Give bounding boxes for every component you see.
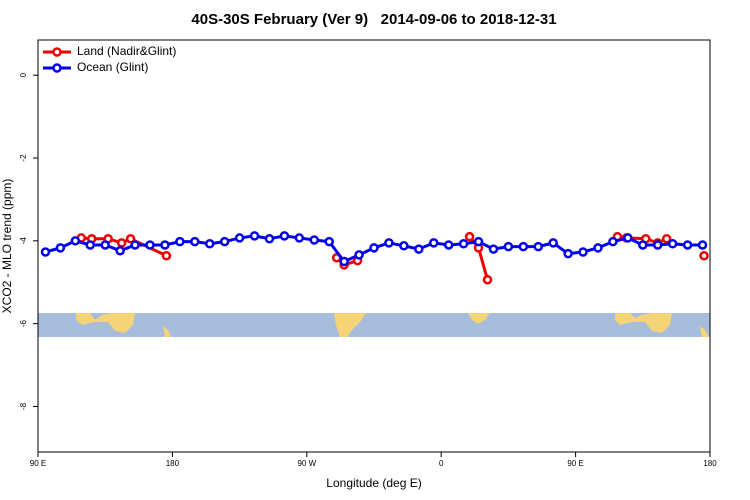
- data-point: [125, 234, 136, 244]
- y-tick-label: 0: [19, 72, 28, 77]
- x-tick-label: 180: [166, 459, 180, 468]
- data-point: [70, 236, 81, 246]
- data-point: [384, 238, 394, 248]
- data-point: [234, 233, 245, 243]
- data-point: [464, 231, 475, 242]
- data-point: [488, 244, 499, 254]
- data-point: [55, 243, 66, 253]
- data-point: [608, 236, 618, 247]
- map-strip: [38, 313, 710, 337]
- data-point: [578, 247, 588, 257]
- data-point: [443, 240, 454, 250]
- data-point: [100, 240, 110, 250]
- data-point: [309, 235, 320, 245]
- data-point: [354, 250, 364, 260]
- data-point: [697, 240, 708, 250]
- data-point: [638, 240, 648, 250]
- data-point: [533, 241, 544, 252]
- legend-marker: [52, 63, 62, 73]
- legend-label: Ocean (Glint): [77, 60, 148, 74]
- data-point: [623, 233, 633, 243]
- x-tick-label: 90 E: [567, 459, 583, 468]
- data-point: [473, 236, 484, 247]
- data-point: [503, 241, 514, 252]
- data-point: [593, 243, 603, 253]
- chart-title: 40S-30S February (Ver 9) 2014-09-06 to 2…: [191, 11, 556, 28]
- x-tick-label: 90 E: [30, 459, 46, 468]
- plot-frame: [37, 39, 711, 453]
- data-point: [518, 241, 529, 252]
- y-tick-label: -2: [19, 154, 28, 162]
- data-point: [279, 231, 290, 241]
- data-point: [219, 236, 230, 247]
- data-point: [264, 234, 275, 244]
- data-point: [190, 236, 200, 247]
- data-point: [682, 240, 693, 250]
- data-point: [667, 238, 678, 249]
- data-point: [458, 238, 469, 249]
- data-point: [652, 240, 663, 250]
- legend-label: Land (Nadir&Glint): [77, 44, 176, 58]
- data-point: [482, 274, 493, 285]
- data-point: [563, 248, 573, 259]
- x-axis-label: Longitude (deg E): [326, 476, 421, 490]
- data-point: [145, 240, 155, 250]
- data-point: [661, 234, 672, 244]
- data-point: [548, 238, 558, 248]
- data-point: [40, 247, 51, 257]
- data-point: [160, 240, 170, 250]
- data-point: [130, 240, 140, 250]
- data-point: [399, 241, 409, 251]
- data-point: [161, 250, 172, 261]
- x-tick-label: 180: [703, 459, 717, 468]
- data-point: [324, 236, 334, 247]
- data-point: [116, 238, 127, 248]
- data-point: [428, 238, 439, 248]
- data-point: [369, 243, 379, 253]
- data-point: [699, 250, 709, 261]
- data-point: [249, 231, 260, 241]
- data-point: [175, 236, 185, 247]
- y-tick-label: -6: [19, 320, 28, 328]
- x-tick-label: 0: [439, 459, 444, 468]
- data-point: [339, 256, 349, 267]
- y-tick-label: -4: [19, 237, 28, 245]
- data-point: [85, 240, 96, 250]
- data-point: [294, 233, 305, 243]
- y-axis-label: XCO2 - MLO trend (ppm): [0, 179, 14, 314]
- data-point: [204, 238, 215, 249]
- data-point: [414, 244, 424, 254]
- data-point: [115, 246, 125, 256]
- x-tick-label: 90 W: [297, 459, 316, 468]
- legend-marker: [52, 47, 62, 57]
- y-tick-label: -8: [19, 402, 28, 410]
